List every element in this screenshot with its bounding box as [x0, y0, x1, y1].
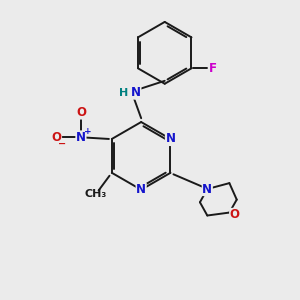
Text: H: H [119, 88, 129, 98]
Text: O: O [52, 131, 61, 144]
Text: N: N [136, 183, 146, 196]
Text: O: O [230, 208, 240, 221]
Text: N: N [131, 86, 141, 99]
Text: N: N [76, 131, 86, 144]
Text: −: − [58, 139, 66, 149]
Text: F: F [209, 62, 217, 75]
Text: N: N [166, 133, 176, 146]
Text: O: O [76, 106, 86, 119]
Text: N: N [202, 182, 212, 196]
Text: CH₃: CH₃ [85, 189, 107, 199]
Text: +: + [84, 127, 91, 136]
